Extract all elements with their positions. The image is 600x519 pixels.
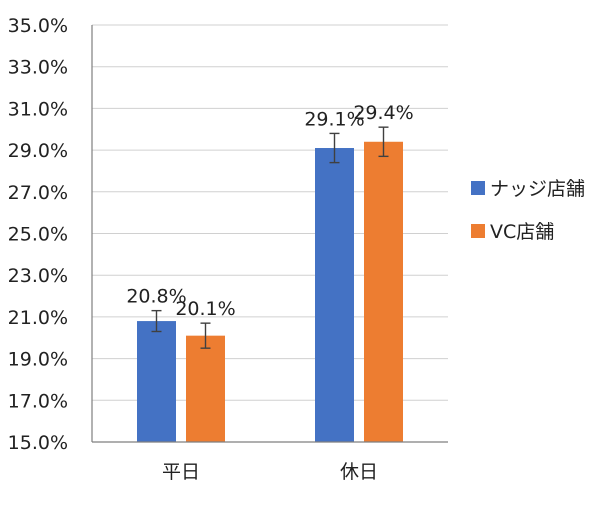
axes	[91, 25, 448, 443]
bar	[186, 335, 225, 442]
y-tick-label: 35.0%	[8, 15, 68, 37]
x-tick-label: 休日	[340, 461, 378, 483]
legend-label: ナッジ店舗	[490, 178, 585, 200]
y-tick-label: 23.0%	[8, 265, 68, 287]
legend-label: VC店舗	[490, 221, 554, 243]
error-bar	[378, 126, 389, 158]
y-tick-label: 19.0%	[8, 349, 68, 371]
x-tick-label: 平日	[162, 461, 200, 483]
data-label: 29.1%	[304, 108, 364, 130]
data-label: 29.4%	[353, 102, 413, 124]
error-bars	[151, 126, 389, 349]
data-labels: 20.8%20.1% 29.1%29.4%	[126, 102, 413, 320]
y-tick-label: 17.0%	[8, 390, 68, 412]
y-tick-label: 21.0%	[8, 307, 68, 329]
bar	[137, 321, 176, 442]
error-bar	[151, 309, 162, 333]
y-tick-label: 27.0%	[8, 182, 68, 204]
error-bar	[200, 322, 211, 349]
legend-swatch	[471, 181, 485, 195]
legend-item: ナッジ店舗	[471, 178, 585, 200]
legend-item: VC店舗	[471, 221, 554, 243]
y-tick-label: 29.0%	[8, 140, 68, 162]
bar	[364, 141, 403, 442]
x-axis-ticks: 平日 休日	[162, 461, 378, 483]
error-bar	[329, 132, 340, 164]
legend-swatch	[471, 224, 485, 238]
bar	[315, 148, 354, 442]
bars	[137, 141, 403, 442]
y-axis-ticks: 15.0% 17.0% 19.0% 21.0% 23.0% 25.0% 27.0% 29.0%…	[8, 15, 68, 454]
data-label: 20.1%	[175, 298, 235, 320]
y-tick-label: 25.0%	[8, 224, 68, 246]
legend: ナッジ店舗 VC店舗	[471, 178, 585, 243]
y-tick-label: 33.0%	[8, 57, 68, 79]
data-label: 20.8%	[126, 286, 186, 308]
y-tick-label: 31.0%	[8, 98, 68, 120]
y-tick-label: 15.0%	[8, 432, 68, 454]
